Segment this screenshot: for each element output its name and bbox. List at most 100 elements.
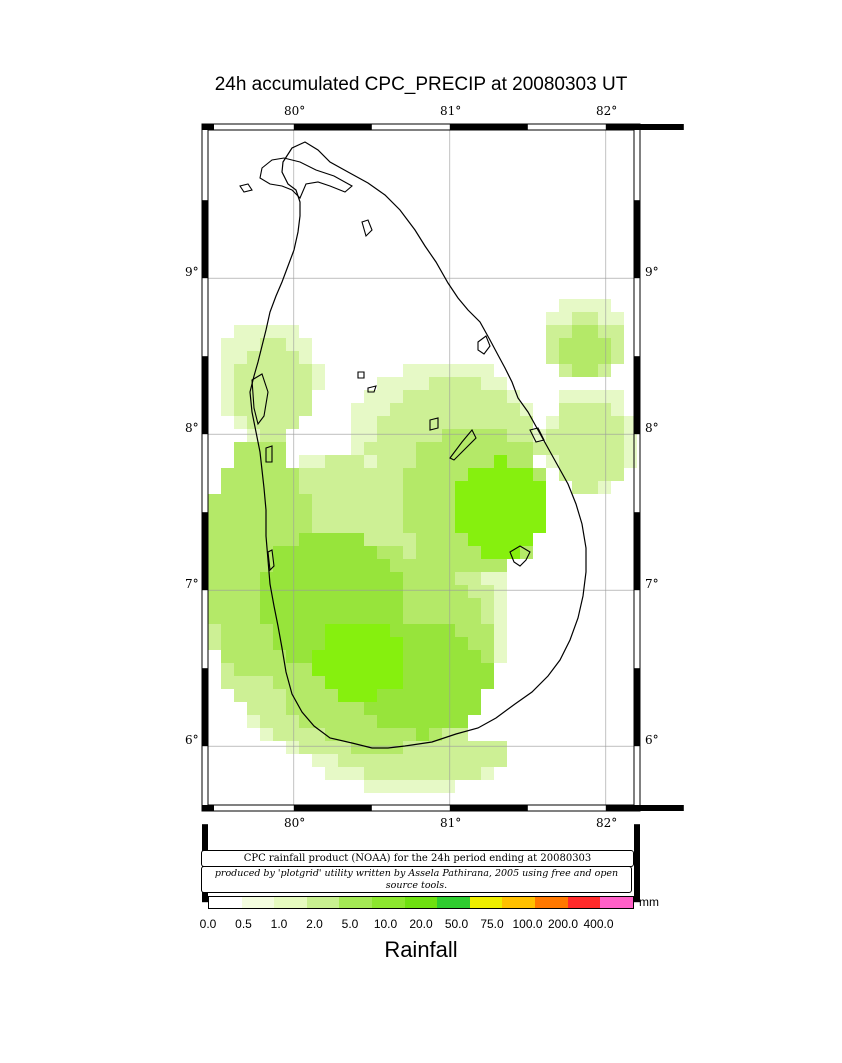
rain-cell	[377, 624, 390, 637]
rain-cell	[286, 390, 299, 403]
rain-cell	[455, 481, 468, 494]
rain-cell	[468, 676, 481, 689]
rain-cell	[403, 546, 416, 559]
rain-cell	[312, 663, 325, 676]
rain-cell	[247, 585, 260, 598]
rain-cell	[494, 377, 507, 390]
rain-cell	[299, 728, 312, 741]
rain-cell	[234, 403, 247, 416]
rain-cell	[546, 325, 559, 338]
rain-cell	[481, 585, 494, 598]
rain-cell	[585, 351, 598, 364]
rain-cell	[377, 429, 390, 442]
rain-cell	[507, 481, 520, 494]
rain-cell	[468, 767, 481, 780]
rain-cell	[468, 507, 481, 520]
rain-cell	[325, 533, 338, 546]
rain-cell	[533, 481, 546, 494]
rain-cell	[481, 481, 494, 494]
rain-cell	[481, 377, 494, 390]
rain-cell	[286, 546, 299, 559]
rain-cell	[455, 689, 468, 702]
rain-cell	[377, 767, 390, 780]
rain-cell	[260, 676, 273, 689]
rain-cell	[338, 455, 351, 468]
rain-cell	[286, 377, 299, 390]
rain-cell	[377, 559, 390, 572]
rain-cell	[377, 416, 390, 429]
rain-cell	[364, 754, 377, 767]
rain-cell	[520, 429, 533, 442]
rain-cell	[572, 442, 585, 455]
rain-cell	[403, 429, 416, 442]
rain-cell	[481, 624, 494, 637]
rain-cell	[260, 390, 273, 403]
map-border-ticks	[202, 124, 684, 903]
rain-cell	[598, 325, 611, 338]
rain-cell	[312, 689, 325, 702]
rain-cell	[403, 494, 416, 507]
rain-cell	[312, 377, 325, 390]
rain-cell	[455, 767, 468, 780]
rain-cell	[299, 741, 312, 754]
rain-cell	[377, 468, 390, 481]
rain-cell	[273, 429, 286, 442]
rain-cell	[468, 494, 481, 507]
rain-cell	[494, 390, 507, 403]
rain-cell	[299, 351, 312, 364]
rain-cell	[429, 689, 442, 702]
rain-cell	[221, 481, 234, 494]
rain-cell	[416, 455, 429, 468]
rain-cell	[351, 559, 364, 572]
rain-cell	[455, 520, 468, 533]
rain-cell	[429, 559, 442, 572]
rain-cell	[234, 533, 247, 546]
rain-cell	[442, 689, 455, 702]
rain-cell	[325, 715, 338, 728]
rain-cell	[260, 689, 273, 702]
rain-cell	[260, 559, 273, 572]
rain-cell	[260, 598, 273, 611]
rain-cell	[416, 429, 429, 442]
rain-cell	[234, 338, 247, 351]
rain-cell	[455, 546, 468, 559]
rain-cell	[533, 507, 546, 520]
rain-cell	[598, 299, 611, 312]
rain-cell	[221, 364, 234, 377]
rain-cell	[494, 468, 507, 481]
rain-cell	[273, 624, 286, 637]
rain-cell	[572, 416, 585, 429]
rain-cell	[455, 715, 468, 728]
rain-cell	[468, 416, 481, 429]
lon-label-top-80: 80°	[284, 104, 306, 118]
rain-cell	[390, 650, 403, 663]
rain-cell	[429, 533, 442, 546]
rain-cell	[429, 572, 442, 585]
rain-cell	[325, 585, 338, 598]
rain-cell	[429, 754, 442, 767]
rain-cell	[559, 442, 572, 455]
legend-swatch	[274, 897, 307, 908]
rain-cell	[403, 598, 416, 611]
rain-cell	[312, 455, 325, 468]
rain-cell	[234, 676, 247, 689]
rain-cell	[390, 416, 403, 429]
rain-cell	[585, 429, 598, 442]
rain-cell	[442, 377, 455, 390]
rain-cell	[468, 689, 481, 702]
rain-cell	[507, 442, 520, 455]
rain-cell	[468, 598, 481, 611]
rain-cell	[520, 416, 533, 429]
rain-cell	[403, 715, 416, 728]
legend-swatch	[567, 897, 601, 908]
rain-cell	[572, 312, 585, 325]
rain-cell	[416, 676, 429, 689]
rain-cell	[273, 546, 286, 559]
rain-cell	[390, 494, 403, 507]
rain-cell	[312, 598, 325, 611]
legend-title: Rainfall	[384, 937, 458, 962]
rain-cell	[377, 598, 390, 611]
rain-cell	[325, 507, 338, 520]
rain-cell	[312, 611, 325, 624]
rain-cell	[416, 767, 429, 780]
